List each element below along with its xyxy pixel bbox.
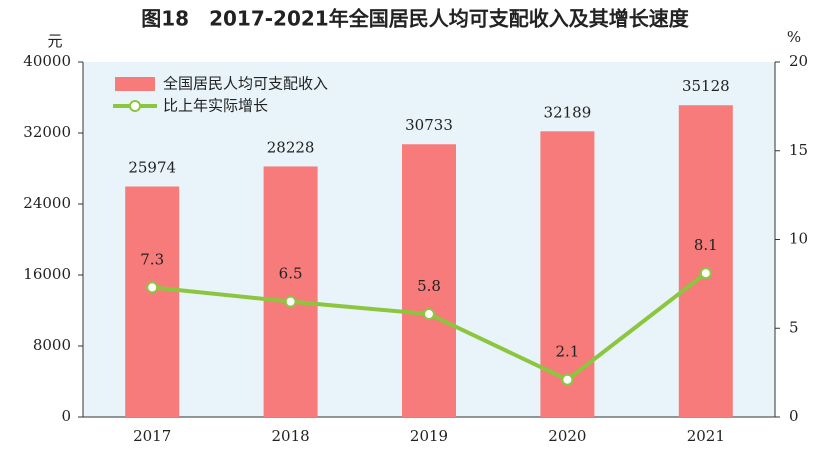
line-marker bbox=[561, 373, 574, 386]
line-value-label: 5.8 bbox=[417, 277, 441, 295]
line-marker bbox=[423, 308, 435, 321]
y2-unit: % bbox=[787, 28, 801, 46]
x-tick-label: 2017 bbox=[133, 427, 171, 445]
line-value-label: 2.1 bbox=[555, 343, 579, 361]
y-tick-label: 8000 bbox=[33, 336, 71, 354]
chart-title: 图18 2017-2021年全国居民人均可支配收入及其增长速度 bbox=[141, 7, 689, 31]
line-value-label: 6.5 bbox=[279, 265, 303, 283]
legend-marker bbox=[129, 100, 141, 112]
y2-tick-label: 15 bbox=[789, 141, 808, 159]
bar bbox=[125, 186, 180, 417]
x-tick-label: 2018 bbox=[272, 427, 310, 445]
line-value-label: 7.3 bbox=[140, 250, 164, 268]
y-tick-label: 40000 bbox=[23, 52, 71, 70]
x-tick-label: 2020 bbox=[548, 427, 586, 445]
line-marker bbox=[699, 267, 712, 280]
bar-value-label: 35128 bbox=[682, 77, 730, 95]
x-tick-label: 2019 bbox=[410, 427, 448, 445]
y-tick-label: 32000 bbox=[23, 123, 71, 141]
y2-tick-label: 20 bbox=[789, 52, 808, 70]
y-tick-label: 16000 bbox=[23, 265, 71, 283]
bar bbox=[678, 105, 733, 417]
line-value-label: 8.1 bbox=[694, 236, 718, 254]
line-marker bbox=[146, 281, 159, 294]
y2-tick-label: 10 bbox=[789, 230, 808, 248]
line-marker bbox=[284, 295, 297, 308]
y2-tick-label: 0 bbox=[789, 407, 799, 425]
bar-value-label: 28228 bbox=[267, 138, 315, 156]
bar bbox=[402, 144, 456, 417]
legend-swatch bbox=[115, 77, 155, 91]
bar-value-label: 30733 bbox=[405, 116, 453, 134]
legend-label: 全国居民人均可支配收入 bbox=[163, 75, 328, 93]
y2-tick-label: 5 bbox=[789, 318, 799, 336]
y-tick-label: 24000 bbox=[23, 194, 71, 212]
legend-label: 比上年实际增长 bbox=[163, 97, 268, 115]
bar-value-label: 32189 bbox=[544, 103, 592, 121]
bar bbox=[263, 166, 318, 417]
x-tick-label: 2021 bbox=[687, 427, 725, 445]
y-tick-label: 0 bbox=[61, 407, 71, 425]
y-unit: 元 bbox=[47, 32, 62, 50]
bar-value-label: 25974 bbox=[128, 158, 176, 176]
